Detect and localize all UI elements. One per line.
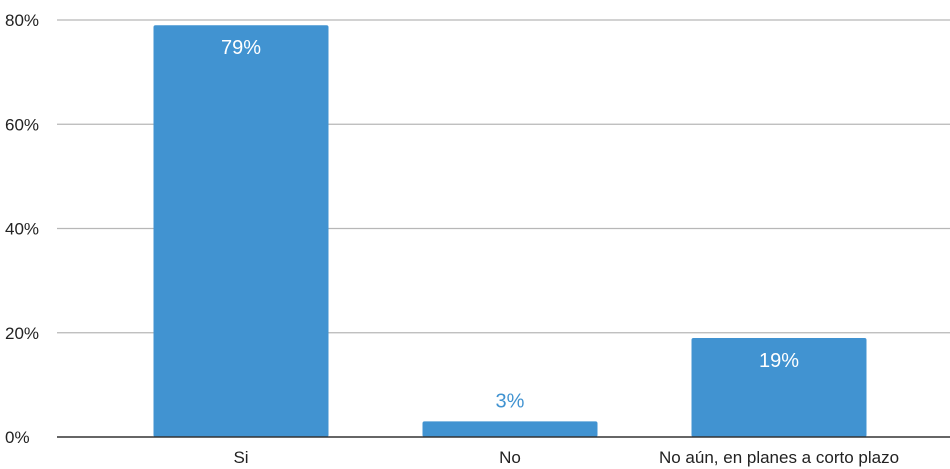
x-tick-label: Si — [233, 448, 248, 467]
y-tick-label: 60% — [5, 115, 39, 134]
y-tick-label: 80% — [5, 11, 39, 30]
x-axis: Si No No aún, en planes a corto plazo — [57, 436, 950, 467]
x-tick-label: No — [499, 448, 521, 467]
bars — [153, 25, 867, 438]
data-labels: 79% 3% 19% — [221, 37, 799, 412]
data-label: 3% — [496, 390, 525, 412]
bar — [691, 337, 867, 437]
x-tick-label: No aún, en planes a corto plazo — [659, 448, 899, 467]
y-tick-label: 0% — [5, 428, 30, 447]
y-axis: 0% 20% 40% 60% 80% — [5, 11, 39, 447]
bar — [153, 25, 329, 438]
data-label: 79% — [221, 37, 261, 59]
y-tick-label: 40% — [5, 220, 39, 239]
bar — [422, 421, 598, 437]
y-tick-label: 20% — [5, 324, 39, 343]
data-label: 19% — [759, 350, 799, 372]
